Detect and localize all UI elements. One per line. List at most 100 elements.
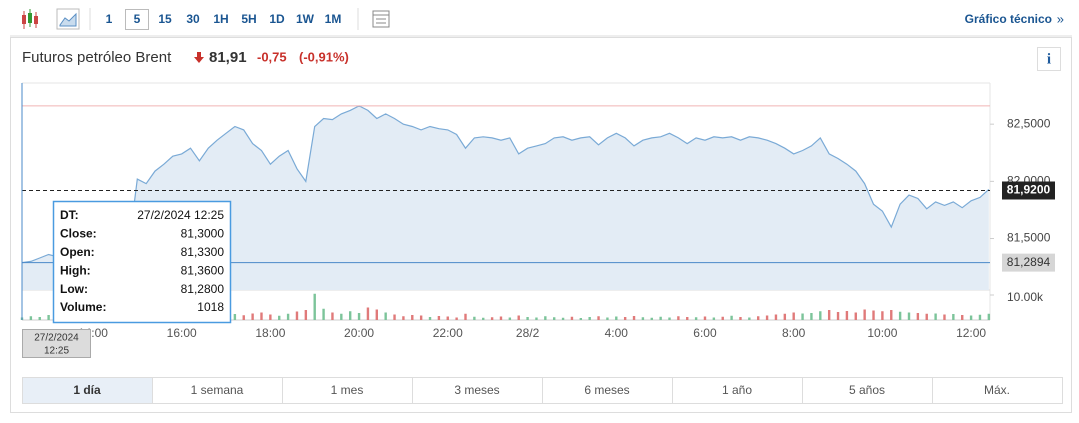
- volume-bar: [437, 316, 441, 320]
- volume-bar: [916, 313, 920, 320]
- tooltip-label: DT:: [60, 208, 79, 222]
- range-button[interactable]: [542, 377, 673, 404]
- volume-bar: [792, 312, 795, 320]
- volume-bar: [686, 317, 689, 320]
- volume-bar: [819, 311, 822, 320]
- volume-bar: [925, 313, 928, 320]
- range-label[interactable]: 1 semana: [191, 383, 244, 397]
- interval-button[interactable]: 1M: [325, 12, 342, 26]
- range-label[interactable]: 5 años: [849, 383, 885, 397]
- range-label[interactable]: 1 mes: [331, 383, 364, 397]
- volume-bar: [286, 313, 290, 320]
- volume-bar: [455, 317, 458, 320]
- x-tick-label: 16:00: [167, 326, 197, 340]
- change: -0,75: [257, 49, 287, 64]
- volume-bar: [269, 314, 272, 320]
- volume-bar: [898, 311, 902, 320]
- tooltip-value: 1018: [197, 300, 224, 314]
- interval-selected[interactable]: [125, 9, 149, 30]
- volume-bar: [615, 316, 618, 320]
- interval-buttons: 1 5 15 30 1H 5H 1D 1W 1M: [106, 9, 342, 30]
- crosshair-date: 12:25: [44, 346, 69, 357]
- tooltip-label: Close:: [60, 227, 97, 241]
- volume-bar: [783, 313, 787, 320]
- volume-bar: [419, 315, 423, 320]
- range-button[interactable]: [932, 377, 1063, 404]
- interval-button[interactable]: 5H: [241, 12, 256, 26]
- volume-bar: [384, 312, 387, 320]
- crosshair-date-box: [22, 329, 91, 358]
- volume-bar: [801, 313, 804, 320]
- volume-bar: [845, 311, 849, 320]
- interval-button[interactable]: 30: [186, 12, 200, 26]
- info-button[interactable]: i: [1047, 51, 1051, 67]
- range-button[interactable]: [802, 377, 933, 404]
- volume-bar: [340, 313, 343, 320]
- volume-bar: [473, 316, 476, 320]
- volume-bar: [836, 312, 840, 320]
- volume-bar: [313, 293, 316, 320]
- range-button[interactable]: [412, 377, 543, 404]
- technical-arrow[interactable]: »: [1057, 11, 1064, 26]
- tooltip-value: 27/2/2024 12:25: [137, 208, 224, 222]
- range-label[interactable]: 6 meses: [584, 383, 629, 397]
- interval-button[interactable]: 5: [134, 12, 141, 26]
- volume-bar: [890, 310, 893, 320]
- area-icon[interactable]: [56, 8, 80, 30]
- interval-button[interactable]: 1D: [269, 12, 285, 26]
- x-tick-label: 4:00: [605, 326, 629, 340]
- volume-bar: [943, 314, 946, 320]
- interval-button[interactable]: 15: [158, 12, 172, 26]
- crosshair-price-badge: [1002, 253, 1055, 272]
- volume-bar: [482, 317, 485, 320]
- volume-bar: [739, 317, 742, 320]
- x-tick-label: 20:00: [344, 326, 374, 340]
- interval-button[interactable]: 1: [106, 12, 113, 26]
- volume-bar: [881, 311, 884, 320]
- volume-bar: [38, 317, 41, 320]
- volume-bar: [712, 317, 716, 320]
- volume-bar: [969, 315, 973, 320]
- range-label[interactable]: 1 día: [73, 383, 101, 397]
- x-tick-label: 12:00: [956, 326, 986, 340]
- technical-link[interactable]: Gráfico técnico: [965, 12, 1052, 26]
- volume-bar: [393, 314, 396, 320]
- volume-bar: [508, 317, 512, 320]
- range-label[interactable]: 3 meses: [454, 383, 499, 397]
- volume-bar: [490, 317, 494, 320]
- volume-bar: [632, 316, 636, 320]
- range-button[interactable]: [22, 377, 153, 404]
- volume-bar: [703, 316, 707, 320]
- y-tick-label: 82,5000: [1007, 116, 1051, 130]
- volume-bar: [659, 316, 662, 320]
- volume-bar: [694, 317, 698, 320]
- volume-bar: [29, 316, 33, 320]
- range-label[interactable]: 1 año: [722, 383, 752, 397]
- range-button[interactable]: [152, 377, 283, 404]
- volume-bar: [561, 317, 565, 320]
- price-line: [21, 105, 990, 264]
- tooltip-label: Low:: [60, 282, 88, 296]
- volume-bar: [544, 316, 547, 320]
- volume-bar: [730, 315, 733, 320]
- interval-button[interactable]: 1H: [213, 12, 228, 26]
- panel-border: [10, 37, 1072, 413]
- volume-bar: [499, 316, 503, 320]
- volume-bar: [304, 310, 308, 320]
- tooltip-value: 81,3300: [181, 245, 225, 259]
- range-label[interactable]: Máx.: [984, 383, 1010, 397]
- tooltip-value: 81,3000: [181, 227, 225, 241]
- volume-bar: [978, 314, 982, 320]
- volume-bar: [357, 313, 361, 320]
- table-icon[interactable]: [372, 10, 390, 28]
- volume-bar: [295, 311, 299, 320]
- current-price-badge: [1002, 181, 1055, 200]
- volume-bar: [952, 314, 955, 320]
- volume-bar: [765, 315, 769, 320]
- volume-bar: [366, 307, 370, 320]
- volume-bar: [331, 312, 334, 320]
- candle-icon[interactable]: [22, 9, 38, 29]
- interval-button[interactable]: 1W: [296, 12, 315, 26]
- info-box[interactable]: [1037, 47, 1061, 71]
- x-tick-label: 8:00: [782, 326, 806, 340]
